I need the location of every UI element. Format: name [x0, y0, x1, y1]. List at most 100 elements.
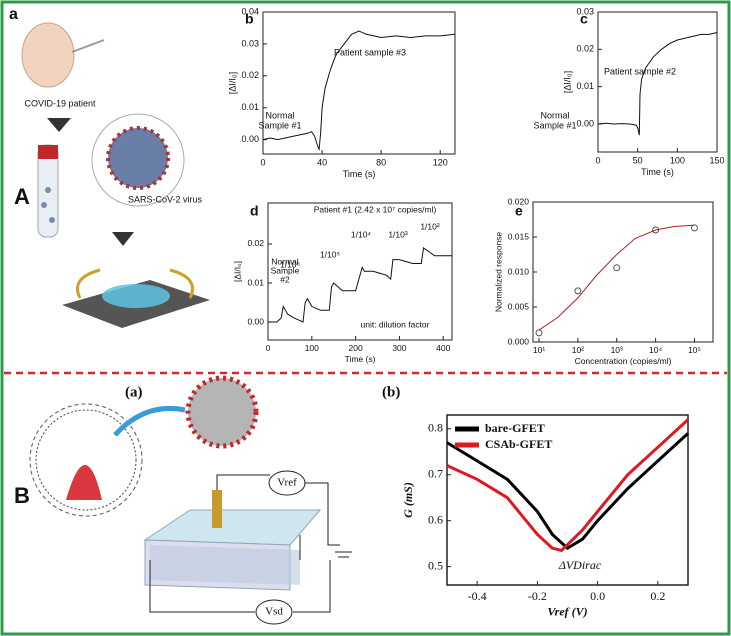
y-tick-label: 0.01: [576, 81, 594, 91]
data-line: [446, 418, 690, 553]
y-tick-label: 0.7: [428, 466, 443, 480]
x-axis-label: Concentration (copies/ml): [575, 356, 672, 366]
x-tick-label: 200: [349, 343, 363, 353]
annotation: Sample #1: [533, 120, 576, 130]
annotation: Patient sample #2: [604, 66, 676, 76]
y-tick-label: 0.01: [247, 277, 264, 287]
panel-label: b: [245, 11, 254, 27]
x-tick-label: 100: [305, 343, 319, 353]
annotation: unit: dilution factor: [361, 319, 430, 329]
plot-frame: [532, 201, 714, 343]
y-tick-label: 0.8: [428, 421, 443, 435]
x-tick-label: 10⁴: [649, 345, 662, 355]
patient-illustration: [21, 22, 210, 328]
y-tick-label: 0.010: [508, 266, 530, 276]
x-tick-label: 40: [317, 157, 327, 167]
annotation: 1/10⁴: [351, 229, 372, 239]
data-point: [690, 224, 698, 232]
device-illustration: [29, 375, 352, 625]
data-point: [574, 287, 582, 295]
annotation: Sample #1: [258, 120, 301, 130]
y-tick-label: 0.015: [508, 231, 530, 241]
y-tick-label: 0.02: [247, 238, 264, 248]
chart: e 10¹ 10² 10³ 10⁴ 10⁵ 0.000 0.005 0.010 0.015 0.02…: [493, 196, 714, 366]
y-axis-label: [ΔI/I₀]: [227, 72, 237, 94]
x-axis-label: Time (s): [641, 167, 674, 177]
y-tick-label: 0.000: [508, 336, 530, 346]
x-tick-label: 0: [266, 343, 271, 353]
x-tick-label: 0: [595, 155, 600, 165]
x-tick-label: 10³: [611, 345, 623, 355]
annotation: ΔVDirac: [558, 558, 602, 572]
y-tick-label: 0.03: [576, 6, 594, 16]
y-tick-label: 0.00: [247, 316, 264, 326]
data-point: [535, 329, 543, 337]
x-axis-label: Time (s): [345, 354, 376, 364]
y-tick-label: 0.03: [241, 38, 259, 48]
annotation: Sample: [271, 265, 300, 275]
annotation: 1/10⁵: [320, 249, 340, 259]
y-axis-label: [ΔI/I₀]: [232, 261, 242, 282]
plot-frame: [262, 11, 456, 155]
data-line: [597, 32, 718, 136]
x-tick-label: -0.2: [528, 589, 547, 603]
panel-label: B: [14, 483, 30, 508]
annotation: Normal: [271, 256, 299, 266]
panel-label: e: [515, 203, 523, 219]
fit-line: [538, 224, 695, 331]
x-tick-label: 10²: [572, 345, 584, 355]
x-tick-label: 100: [670, 155, 685, 165]
x-tick-label: 10⁵: [688, 345, 701, 355]
circuit-label: Vref: [277, 477, 297, 489]
x-axis-label: Time (s): [343, 169, 376, 179]
caption: COVID-19 patient: [24, 98, 96, 108]
plot-frame: [597, 11, 718, 153]
x-axis-label: Vref (V): [547, 604, 587, 618]
data-point: [613, 264, 621, 272]
y-tick-label: 0.005: [508, 301, 530, 311]
panel-label: (a): [125, 384, 143, 400]
annotation: Normal: [540, 110, 569, 120]
circuit-label: Vsd: [265, 606, 283, 618]
panel-label: A: [14, 184, 30, 209]
y-tick-label: 0.04: [241, 6, 259, 16]
x-tick-label: 80: [376, 157, 386, 167]
chart: d 0 100 200 300 400 0.00 0.01 0.02 Time (s) [ΔI/I₀…: [232, 202, 453, 364]
x-tick-label: 10¹: [533, 345, 545, 355]
panel-label: c: [580, 11, 588, 27]
y-tick-label: 0.01: [241, 102, 259, 112]
data-line: [446, 432, 690, 551]
y-tick-label: 0.020: [508, 196, 530, 206]
annotation: #2: [280, 274, 290, 284]
x-tick-label: -0.4: [468, 589, 487, 603]
data-line: [262, 30, 456, 152]
y-tick-label: 0.5: [428, 558, 443, 572]
panel-label: (b): [382, 384, 400, 400]
annotation: 1/10²: [420, 221, 440, 231]
chart: c 0 50 100 150 0.00 0.01 0.02 0.03 Time (s) [ΔI/I₀…: [533, 6, 724, 177]
y-axis-label: Normalized response: [493, 232, 503, 313]
y-tick-label: 0.02: [241, 70, 259, 80]
x-tick-label: 120: [433, 157, 448, 167]
y-tick-label: 0.02: [576, 44, 594, 54]
plot-frame: [446, 414, 689, 586]
chart: b 0 40 80 120 0.00 0.01 0.02 0.03 0.04 Time (s) [ΔI…: [227, 6, 456, 179]
x-tick-label: 150: [709, 155, 724, 165]
annotation: Patient #1 (2.42 x 10⁷ copies/ml): [314, 204, 437, 214]
panel-label: a: [9, 6, 18, 23]
annotation: 1/10⁶: [280, 259, 300, 269]
annotation: 1/10³: [388, 229, 408, 239]
y-tick-label: 0.00: [576, 118, 594, 128]
x-tick-label: 300: [392, 343, 406, 353]
legend-label: bare-GFET: [485, 421, 545, 435]
x-tick-label: 0.0: [590, 589, 605, 603]
x-tick-label: 400: [436, 343, 450, 353]
y-axis-label: G (mS): [401, 482, 415, 518]
panel-label: d: [250, 203, 259, 219]
plot-frame: [267, 202, 453, 341]
chart: -0.4 -0.2 0.0 0.2 0.5 0.6 0.7 0.8 Vref (V) G (mS)…: [401, 414, 690, 618]
data-line: [268, 247, 452, 323]
x-tick-label: 0.2: [650, 589, 665, 603]
